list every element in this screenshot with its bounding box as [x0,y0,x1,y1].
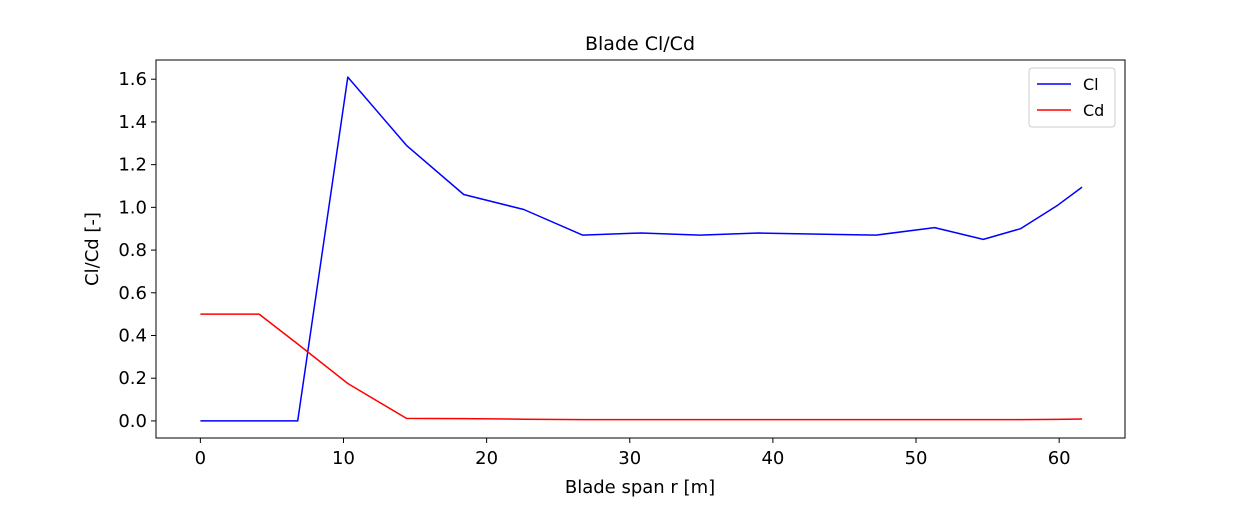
plot-area: 0 10 20 30 40 50 60 0.0 0.2 0.4 0.6 0.8 1.0 1.2 1.4 1.6… [118,59,1126,469]
x-axis-label: Blade span r [m] [565,477,715,498]
series-line-cl [200,76,1083,422]
y-axis-label: Cl/Cd [-] [82,212,103,286]
y-tick-label: 0.6 [118,283,147,304]
legend-box [1028,67,1116,128]
x-tick-label: 0 [195,448,206,469]
x-tick-label: 20 [475,448,498,469]
y-tick-label: 1.0 [118,197,147,218]
x-tick-label: 50 [905,448,928,469]
x-tick-label: 40 [761,448,784,469]
x-tick-label: 10 [332,448,355,469]
y-tick-label: 1.6 [118,69,147,90]
legend-label-cd: Cd [1083,101,1104,120]
y-tick-label: 1.4 [118,112,147,133]
y-tick-label: 0.0 [118,411,147,432]
x-tick-label: 30 [618,448,641,469]
plot-frame [155,59,1126,439]
chart-title: Blade Cl/Cd [585,33,695,55]
legend-label-cl: Cl [1083,75,1099,94]
y-tick-label: 0.8 [118,240,147,261]
y-tick-label: 0.2 [118,368,147,389]
series-line-cd [200,313,1083,421]
x-tick-label: 60 [1048,448,1071,469]
y-tick-label: 0.4 [118,325,147,346]
y-tick-label: 1.2 [118,155,147,176]
